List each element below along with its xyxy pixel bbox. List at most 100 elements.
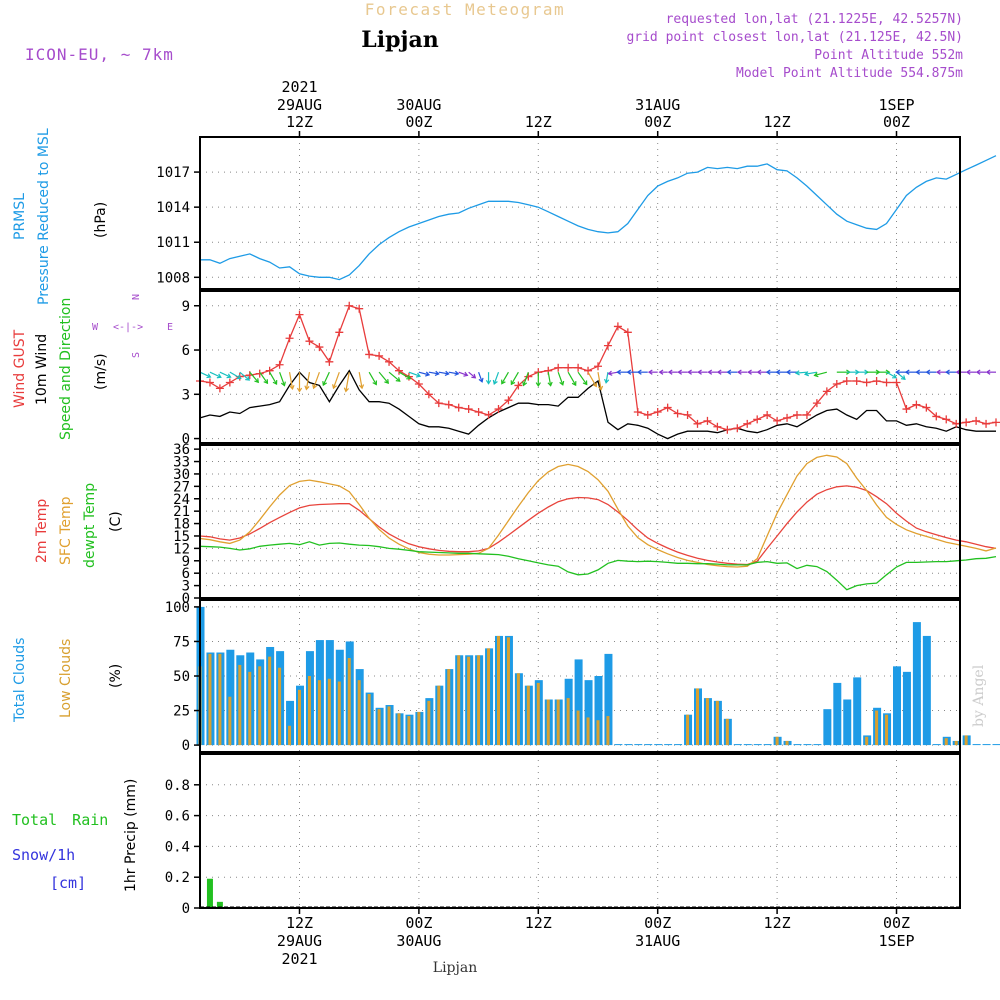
- pressure-unit: (hPa): [93, 202, 109, 238]
- total-cloud-bar: [912, 622, 921, 746]
- ytick-label-temp: 36: [173, 442, 190, 458]
- gust-marker: [295, 310, 304, 319]
- wind-arrow-head: [384, 379, 389, 384]
- low-cloud-bar: [317, 680, 321, 746]
- gust-marker: [594, 362, 602, 371]
- ytick-label-temp: 15: [173, 529, 190, 545]
- low-cloud-bar: [228, 696, 232, 746]
- ytick-label-temp: 33: [173, 455, 190, 471]
- cloud-label-low: Low Clouds: [58, 639, 74, 718]
- gust-marker: [862, 378, 871, 387]
- panel-frame-precip: [199, 753, 961, 909]
- wind-arrow-head: [658, 369, 664, 375]
- low-cloud-bar: [288, 725, 292, 746]
- wind-arrow-head: [765, 369, 771, 375]
- gust-marker: [554, 363, 563, 372]
- temp-labels: 2m Temp SFC Temp dewpt Temp (C): [34, 483, 124, 568]
- gust-marker: [365, 350, 374, 359]
- wind-direction-arrow: [493, 371, 500, 385]
- wind-arrow-head: [975, 369, 981, 375]
- temp-label-sfc: SFC Temp: [58, 496, 74, 565]
- low-cloud-bar: [487, 648, 491, 746]
- gust-marker: [444, 400, 453, 409]
- wind-direction-arrow: [577, 371, 588, 385]
- gust-marker: [972, 416, 981, 425]
- top-time-label: 30AUG: [396, 96, 441, 114]
- gust-marker: [564, 363, 573, 372]
- wind-arrow-head: [756, 369, 762, 375]
- gust-marker: [464, 405, 473, 414]
- gust-marker: [275, 360, 284, 369]
- low-cloud-bar: [377, 709, 381, 746]
- wind-arrow-head: [358, 384, 365, 390]
- low-cloud-bar: [337, 681, 341, 746]
- total-cloud-bar: [614, 744, 623, 746]
- ytick-label-wind: 9: [182, 299, 190, 315]
- gust-marker: [375, 351, 384, 360]
- wind-direction-arrow: [448, 371, 459, 375]
- wind-arrow-head: [616, 369, 622, 375]
- model-point-altitude: Model Point Altitude 554.875m: [736, 66, 963, 81]
- low-cloud-bar: [248, 671, 252, 746]
- low-cloud-bar: [875, 710, 879, 746]
- gust-marker: [385, 357, 394, 366]
- gust-marker: [355, 304, 364, 313]
- gust-marker: [743, 419, 752, 428]
- wind-unit: (m/s): [93, 353, 109, 390]
- wind-direction-arrow: [522, 371, 529, 386]
- wind-arrow-head: [895, 369, 900, 375]
- temp-2m-line: [199, 485, 997, 566]
- gust-marker: [434, 399, 443, 408]
- wind-direction-arrow: [259, 371, 268, 384]
- axes-layer: 1008101110141017036903691215182124273033…: [156, 78, 914, 968]
- ytick-label-wind: 6: [182, 343, 190, 359]
- wind-arrow-head: [304, 385, 310, 391]
- wind-direction-arrow: [358, 372, 363, 389]
- ytick-label-pressure: 1017: [156, 165, 190, 181]
- wind-arrow-head: [965, 369, 971, 375]
- pressure-label-msl: Pressure Reduced to MSL: [36, 128, 52, 305]
- gust-marker: [265, 366, 274, 375]
- wind-arrow-head: [626, 369, 632, 375]
- wind-direction-arrow: [428, 371, 439, 375]
- low-cloud-bar: [865, 736, 869, 746]
- total-cloud-bar: [634, 744, 643, 746]
- low-cloud-bar: [477, 655, 481, 746]
- gust-marker: [942, 415, 951, 424]
- wind-arrow-head: [272, 380, 278, 386]
- gust-marker: [225, 378, 234, 387]
- wind-arrow-head: [604, 378, 610, 384]
- compass-s: S: [131, 352, 142, 358]
- wind-arrow-head: [885, 369, 891, 375]
- wind-arrow-head: [485, 379, 492, 385]
- gust-marker: [514, 381, 523, 390]
- ytick-label-clouds: 50: [173, 669, 190, 685]
- low-cloud-bar: [954, 740, 958, 746]
- total-cloud-bar: [902, 671, 911, 746]
- wind-arrow-head: [289, 384, 295, 391]
- gust-marker: [802, 410, 811, 419]
- gust-marker: [763, 410, 772, 419]
- low-cloud-bar: [467, 656, 471, 746]
- gust-marker: [603, 341, 612, 350]
- wind-label-gust: Wind GUST: [12, 329, 28, 408]
- wind-direction-arrow: [567, 371, 577, 386]
- wind-direction-arrow: [239, 371, 250, 381]
- wind-arrow-head: [677, 369, 682, 375]
- wind-arrow-head: [945, 369, 950, 375]
- wind-arrow-head: [892, 373, 898, 379]
- wind-arrow-head: [775, 369, 781, 375]
- ytick-label-precip: 0.4: [165, 839, 190, 855]
- total-cloud-bar: [604, 653, 613, 746]
- low-cloud-bar: [447, 669, 451, 746]
- temp-sfc-line: [199, 454, 997, 568]
- low-cloud-bar: [546, 699, 550, 746]
- wind-arrow-head: [263, 379, 269, 385]
- low-cloud-bar: [268, 656, 272, 746]
- low-cloud-bar: [556, 699, 560, 746]
- ytick-label-wind: 3: [182, 387, 190, 403]
- gust-marker: [305, 337, 314, 346]
- bottom-time-label: 00Z: [644, 914, 671, 932]
- low-cloud-bar: [536, 682, 540, 746]
